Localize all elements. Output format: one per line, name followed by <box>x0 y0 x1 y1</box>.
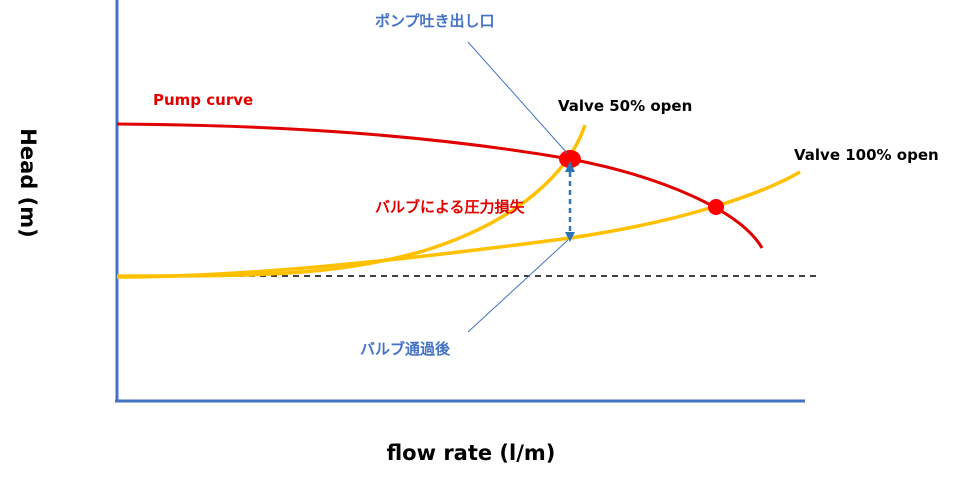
x-axis-label: flow rate (l/m) <box>387 441 556 465</box>
valve-100-curve <box>116 170 801 279</box>
y-axis-label: Head (m) <box>16 128 40 237</box>
pump-outlet-callout-line <box>467 41 568 154</box>
valve-100-label: Valve 100% open <box>794 146 939 164</box>
operating-point-valve-50 <box>559 150 581 168</box>
pressure-loss-label: バルブによる圧力損失 <box>375 198 526 216</box>
pump-outlet-label: ポンプ吐き出し口 <box>375 12 495 30</box>
valve-50-label: Valve 50% open <box>558 97 692 115</box>
operating-point-valve-100 <box>708 199 724 215</box>
pressure-loss-arrowhead-bottom <box>565 232 575 242</box>
valve-after-callout-line <box>467 239 569 333</box>
pressure-loss-arrowhead-top <box>565 161 575 172</box>
pump-curve <box>116 122 764 249</box>
valve-after-label: バルブ通過後 <box>360 340 451 358</box>
pump-curve-label: Pump curve <box>153 91 253 109</box>
